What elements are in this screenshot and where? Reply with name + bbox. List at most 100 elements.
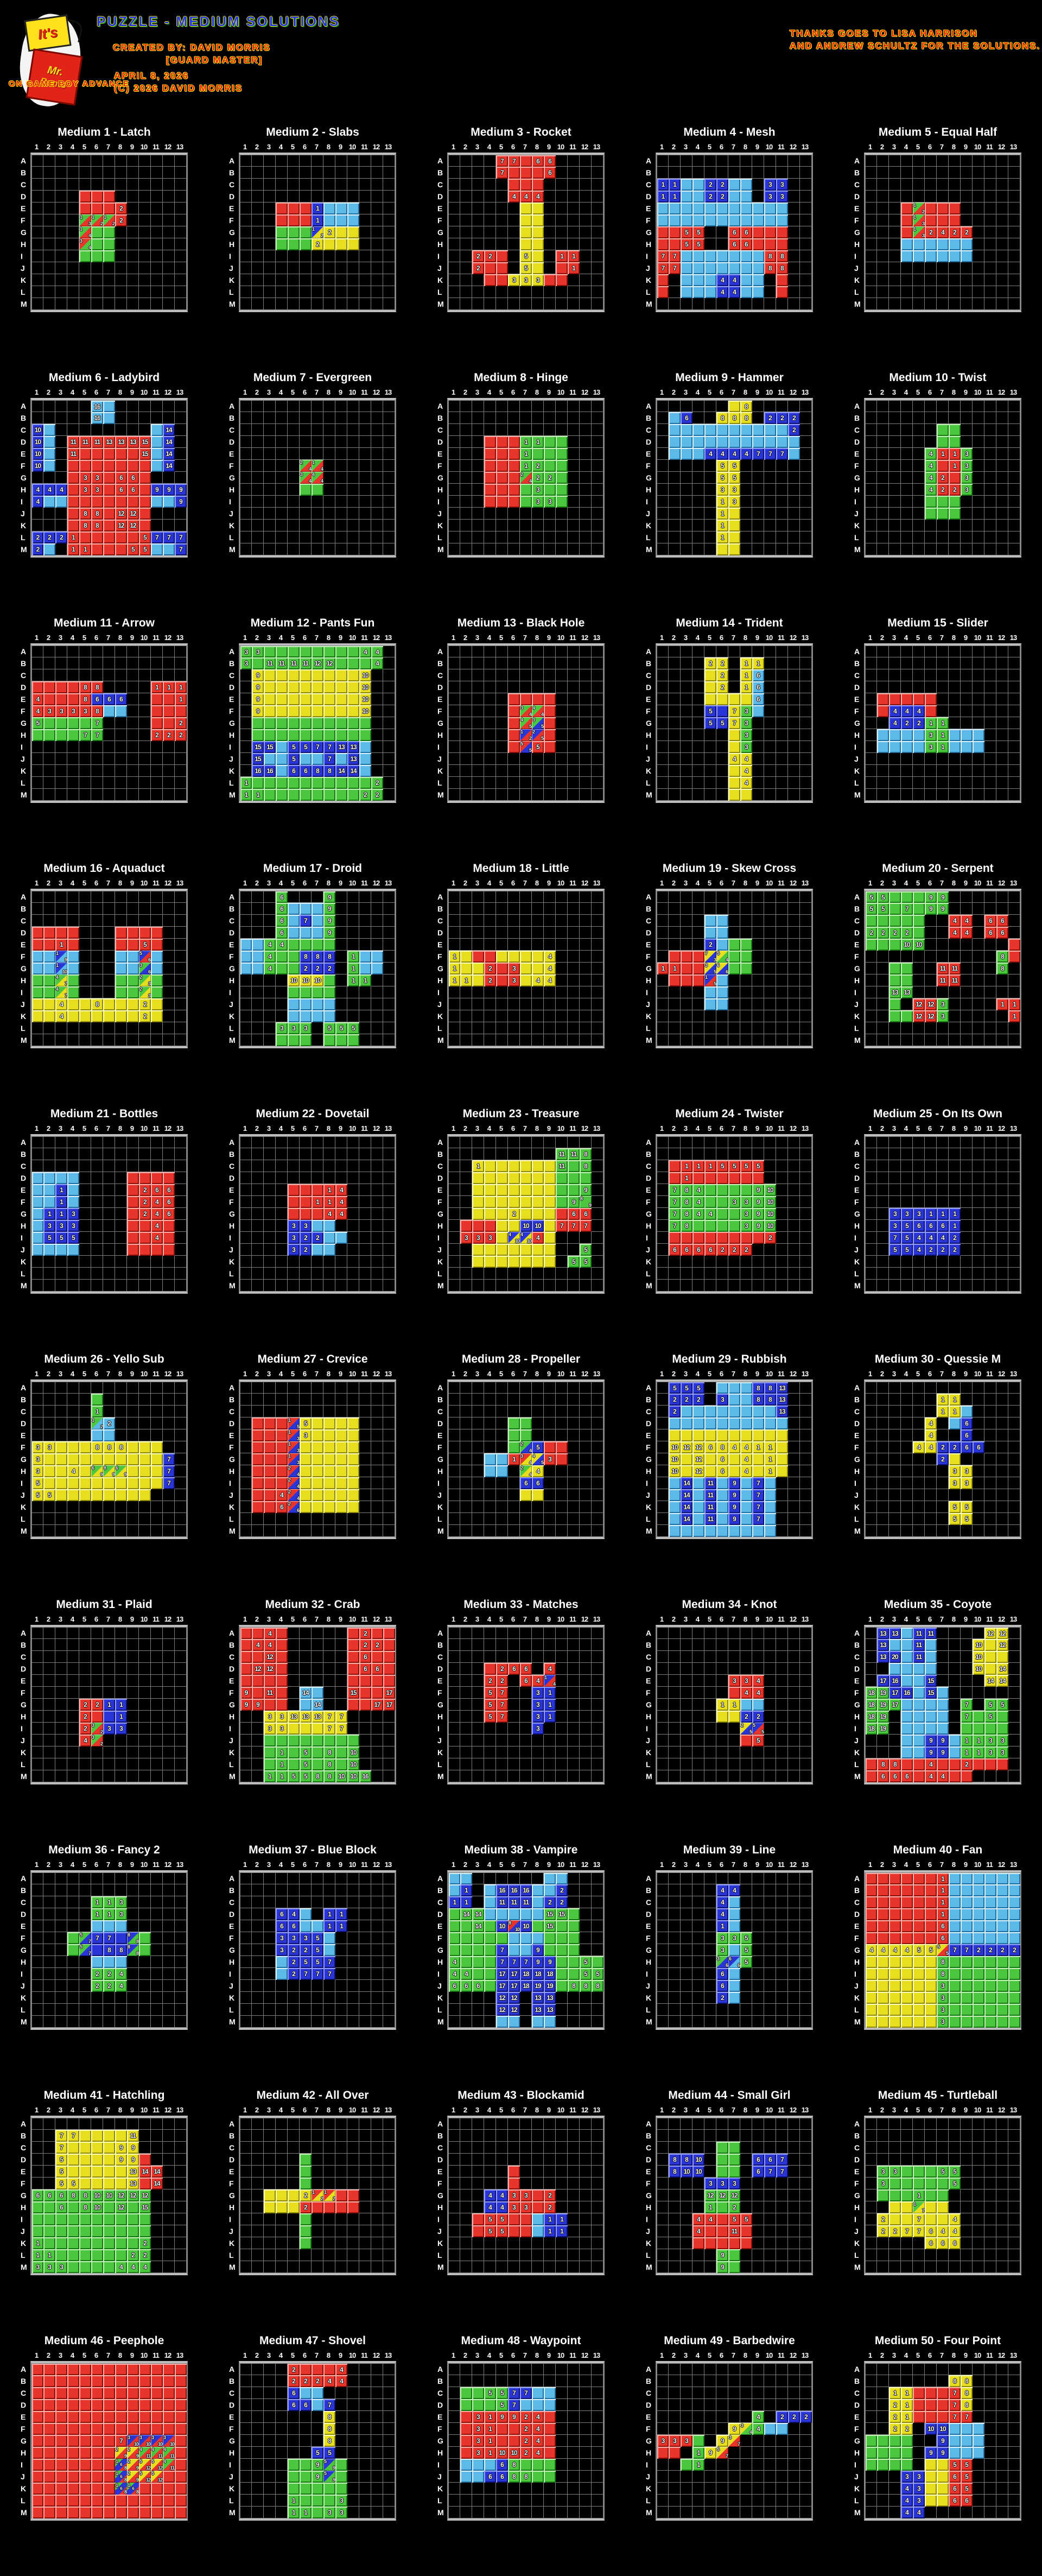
- piece-number: 12: [913, 998, 925, 1010]
- empty-cell: [592, 903, 603, 915]
- empty-cell: [544, 226, 556, 238]
- row-letter-label: L: [229, 531, 239, 543]
- empty-cell: [984, 460, 996, 472]
- empty-cell: [996, 400, 1008, 412]
- piece-cell: 16: [91, 400, 103, 412]
- piece-cell: 4: [264, 963, 276, 974]
- row-letter-label: J: [646, 508, 656, 520]
- piece-cell: [544, 729, 556, 741]
- empty-cell: [776, 1034, 788, 1046]
- piece-number: 1: [556, 250, 568, 262]
- piece-cell: [79, 191, 91, 202]
- empty-cell: [681, 167, 692, 179]
- puzzle-grid: 1 2 3 4 5 6 7 8 9 10 11 12 13 A B C D E F G H I J K L M 8 8 1 1 1 4 8 6 6 6…: [21, 632, 188, 803]
- empty-cell: [865, 214, 877, 226]
- empty-cell: [937, 412, 949, 424]
- empty-cell: [984, 681, 996, 693]
- piece-cell: [127, 927, 139, 939]
- grid-row: [240, 531, 395, 543]
- piece-cell: [151, 693, 163, 705]
- empty-cell: [901, 531, 913, 543]
- piece-cell: 5: [681, 238, 692, 250]
- piece-number: 1: [937, 448, 949, 460]
- empty-cell: [163, 520, 175, 531]
- piece-cell: [347, 777, 359, 789]
- empty-cell: [448, 543, 460, 555]
- empty-cell: [657, 986, 669, 998]
- empty-cell: [776, 765, 788, 777]
- grid-row: [865, 274, 1020, 286]
- empty-cell: [175, 1022, 187, 1034]
- empty-cell: [800, 705, 812, 717]
- piece-cell: 2: [544, 472, 556, 484]
- piece-number: 10: [32, 448, 43, 460]
- empty-cell: [776, 789, 788, 801]
- piece-cell: [151, 974, 163, 986]
- empty-cell: [901, 484, 913, 496]
- piece-cell: [240, 951, 252, 963]
- empty-cell: [323, 179, 335, 191]
- empty-cell: [359, 484, 371, 496]
- empty-cell: [371, 543, 383, 555]
- piece-cell: 1: [937, 729, 949, 741]
- piece-number: 2: [544, 472, 556, 484]
- empty-cell: [681, 789, 692, 801]
- piece-cell: [359, 717, 371, 729]
- empty-cell: [669, 286, 681, 298]
- empty-cell: [728, 974, 740, 986]
- empty-cell: [961, 202, 973, 214]
- empty-cell: [67, 226, 79, 238]
- empty-cell: [508, 681, 520, 693]
- empty-cell: [752, 484, 764, 496]
- empty-cell: [925, 520, 937, 531]
- piece-cell: 4: [371, 645, 383, 657]
- empty-cell: [889, 202, 901, 214]
- empty-cell: [580, 693, 592, 705]
- empty-cell: [139, 1136, 151, 1148]
- empty-cell: [472, 903, 484, 915]
- piece-cell: [103, 191, 115, 202]
- empty-cell: [252, 298, 264, 310]
- piece-cell: 2: [139, 1184, 151, 1196]
- piece-number: 2: [776, 412, 788, 424]
- piece-number: 2: [321, 233, 323, 238]
- grid-row: [240, 400, 395, 412]
- grid-row: 10 10: [865, 939, 1020, 951]
- piece-cell: [91, 191, 103, 202]
- piece-cell: [79, 531, 91, 543]
- empty-cell: [448, 274, 460, 286]
- empty-cell: [1008, 531, 1020, 543]
- piece-cell: [312, 1010, 323, 1022]
- piece-cell: 1: [716, 496, 728, 508]
- piece-number: 5: [716, 717, 728, 729]
- piece-number: 5: [728, 460, 740, 472]
- puzzle-card: Medium 4 - Mesh 1 2 3 4 5 6 7 8 9 10 11 12 13 A B C D E F G H…: [625, 122, 834, 368]
- empty-cell: [460, 448, 472, 460]
- empty-cell: [448, 508, 460, 520]
- piece-cell: [508, 436, 520, 448]
- empty-cell: [1008, 191, 1020, 202]
- empty-cell: [657, 657, 669, 669]
- empty-cell: [31, 191, 43, 202]
- piece-cell: [43, 460, 55, 472]
- piece-cell: [704, 927, 716, 939]
- puzzle-solutions-board: Medium 1 - Latch 1 2 3 4 5 6 7 8 9 10 11 12 13 A B C D E F G…: [0, 122, 1042, 2576]
- grid-row: [865, 777, 1020, 789]
- piece-cell: 11: [91, 436, 103, 448]
- piece-cell: 4: [544, 963, 556, 974]
- empty-cell: [448, 238, 460, 250]
- empty-cell: [252, 986, 264, 998]
- piece-number: 9: [65, 957, 67, 963]
- piece-number: 3: [714, 957, 716, 963]
- piece-cell: 8: [91, 998, 103, 1010]
- empty-cell: [383, 1010, 395, 1022]
- empty-cell: [448, 765, 460, 777]
- empty-cell: [163, 986, 175, 998]
- piece-number: 7: [728, 717, 740, 729]
- empty-cell: [752, 167, 764, 179]
- empty-cell: [692, 986, 704, 998]
- row-letter-label: F: [229, 214, 239, 226]
- empty-cell: [764, 939, 776, 951]
- empty-cell: [371, 191, 383, 202]
- empty-cell: [67, 1268, 79, 1280]
